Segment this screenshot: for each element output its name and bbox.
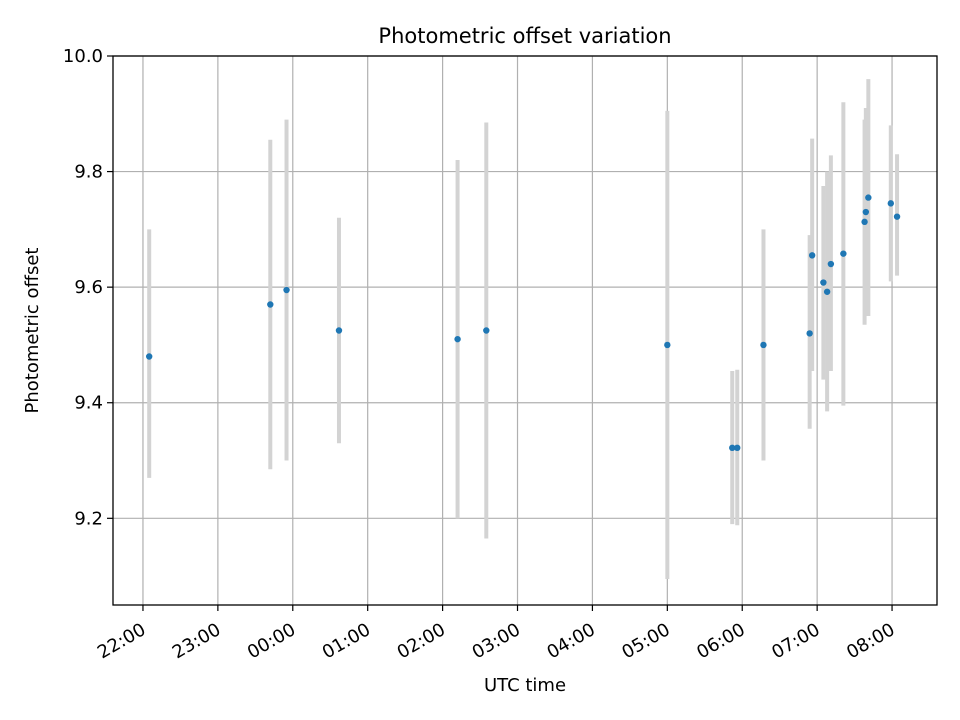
y-axis-ticks: 9.2 9.4 9.6 9.8 10.0 xyxy=(63,46,113,529)
data-point xyxy=(283,286,290,294)
plot-frame xyxy=(112,55,938,606)
data-point xyxy=(729,444,736,452)
y-axis-label: Photometric offset xyxy=(22,248,43,414)
data-point xyxy=(861,218,868,226)
data-point xyxy=(808,252,816,259)
data-point xyxy=(734,444,741,452)
data-point xyxy=(806,330,813,337)
data-point xyxy=(483,327,490,334)
data-points xyxy=(146,194,901,452)
data-point xyxy=(823,288,831,295)
data-point xyxy=(840,250,847,257)
data-point xyxy=(454,335,461,343)
data-point xyxy=(146,353,153,360)
data-point xyxy=(335,327,343,334)
y-tick-label: 9.2 xyxy=(74,508,103,529)
y-tick-label: 10.0 xyxy=(63,46,103,67)
data-point xyxy=(865,194,872,201)
y-tick-label: 9.4 xyxy=(74,393,103,414)
y-tick-label: 9.6 xyxy=(74,277,103,298)
data-point xyxy=(827,260,835,268)
data-point xyxy=(760,341,767,349)
data-point xyxy=(887,200,895,207)
chart-title: Photometric offset variation xyxy=(378,24,671,48)
x-axis-label: UTC time xyxy=(484,675,566,696)
data-point xyxy=(267,301,274,308)
data-point xyxy=(664,341,671,349)
data-point xyxy=(862,208,870,216)
data-point xyxy=(820,279,827,286)
y-tick-label: 9.8 xyxy=(74,162,103,183)
data-point xyxy=(893,213,901,220)
